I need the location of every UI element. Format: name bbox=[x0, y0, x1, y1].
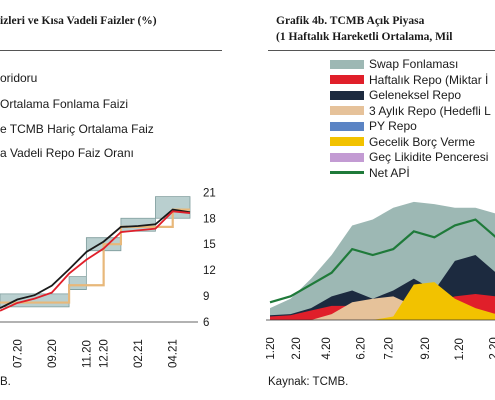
right-legend-item: 3 Aylık Repo (Hedefli L bbox=[330, 104, 491, 118]
left-legend-item-excl-tcmb: e TCMB Hariç Ortalama Faiz bbox=[0, 122, 154, 136]
legend-swatch bbox=[330, 137, 364, 146]
x-tick-label: 02.21 bbox=[133, 339, 145, 368]
x-tick-label: 07.20 bbox=[12, 339, 24, 368]
y-tick-label: 15 bbox=[203, 239, 216, 251]
legend-swatch bbox=[330, 59, 364, 69]
legend-swatch bbox=[330, 75, 364, 84]
right-chart-source: Kaynak: TCMB. bbox=[268, 376, 349, 388]
right-legend-item: Swap Fonlaması bbox=[330, 57, 458, 71]
x-tick-label: 02.20 bbox=[291, 337, 303, 360]
left-chart-source: B. bbox=[0, 376, 11, 388]
left-legend-item-funding: Ortalama Fonlama Faizi bbox=[0, 97, 128, 111]
right-legend-item: Net APİ bbox=[330, 166, 410, 180]
legend-label: a Vadeli Repo Faiz Oranı bbox=[0, 146, 134, 160]
legend-label: 3 Aylık Repo (Hedefli L bbox=[369, 103, 491, 118]
right-chart-plot: 01.20 02.20 04.20 06.20 07.20 09.20 11.20 12.20 bbox=[266, 201, 495, 360]
legend-swatch bbox=[330, 121, 364, 131]
x-tick-label: 04.21 bbox=[168, 339, 180, 368]
legend-label: Geleneksel Repo bbox=[369, 88, 462, 102]
right-legend-item: Geleneksel Repo bbox=[330, 88, 461, 102]
x-tick-label: 11.20 bbox=[81, 340, 93, 368]
net-api-line bbox=[269, 218, 495, 304]
y-tick-label: 12 bbox=[203, 265, 216, 277]
x-tick-label: 12.20 bbox=[489, 337, 495, 360]
x-tick-label: 09.20 bbox=[420, 337, 432, 360]
x-tick-label: 11.20 bbox=[454, 338, 466, 360]
right-legend-item: Geç Likidite Penceresi bbox=[330, 150, 488, 164]
legend-label: oridoru bbox=[0, 71, 38, 85]
x-tick-label: 09.20 bbox=[47, 339, 59, 368]
legend-label: Swap Fonlaması bbox=[369, 57, 459, 71]
area-gecelik-bor-verme bbox=[270, 282, 495, 320]
left-legend-item-repo: a Vadeli Repo Faiz Oranı bbox=[0, 146, 134, 160]
repo-rate-line bbox=[0, 210, 191, 312]
y-tick-label: 6 bbox=[203, 317, 209, 329]
y-tick-label: 21 bbox=[203, 187, 216, 199]
legend-swatch bbox=[330, 171, 364, 174]
x-tick-label: 06.20 bbox=[355, 337, 367, 360]
legend-label: e TCMB Hariç Ortalama Faiz bbox=[0, 122, 154, 136]
legend-swatch bbox=[330, 90, 364, 100]
legend-swatch bbox=[330, 152, 364, 162]
legend-label: PY Repo bbox=[369, 119, 417, 133]
right-legend-item: PY Repo bbox=[330, 119, 417, 133]
x-tick-label: 04.20 bbox=[321, 337, 333, 360]
legend-swatch bbox=[330, 106, 364, 115]
legend-label: Net APİ bbox=[369, 165, 410, 180]
right-chart-title-line2: (1 Haftalık Hareketli Ortalama, Mil bbox=[276, 31, 453, 43]
x-tick-label: 07.20 bbox=[383, 337, 395, 360]
right-legend-item: Haftalık Repo (Miktar İ bbox=[330, 73, 488, 87]
right-title-rule bbox=[268, 50, 495, 51]
x-tick-label: 12.20 bbox=[99, 339, 111, 368]
excl-tcmb-rate-line bbox=[0, 208, 191, 309]
y-tick-label: 18 bbox=[203, 213, 216, 225]
legend-label: Haftalık Repo (Miktar İ bbox=[369, 72, 489, 87]
left-legend-item-corridor: oridoru bbox=[0, 71, 37, 85]
corridor-band bbox=[0, 196, 191, 308]
right-legend-item: Gecelik Borç Verme bbox=[330, 135, 475, 149]
legend-label: Gecelik Borç Verme bbox=[369, 134, 476, 149]
left-chart-title: izleri ve Kısa Vadeli Faizler (%) bbox=[0, 15, 157, 27]
funding-rate-line bbox=[0, 208, 190, 304]
left-title-rule bbox=[0, 50, 222, 51]
right-chart-title-line1: Grafik 4b. TCMB Açık Piyasa bbox=[276, 15, 425, 27]
legend-label: Geç Likidite Penceresi bbox=[369, 150, 489, 164]
y-tick-label: 9 bbox=[203, 291, 209, 303]
legend-label: Ortalama Fonlama Faizi bbox=[0, 97, 129, 111]
left-chart-plot: 6 9 12 15 18 21 07.20 09.20 11.20 12.20 02.21 04.21 bbox=[0, 187, 216, 368]
x-tick-label: 01.20 bbox=[266, 337, 277, 360]
